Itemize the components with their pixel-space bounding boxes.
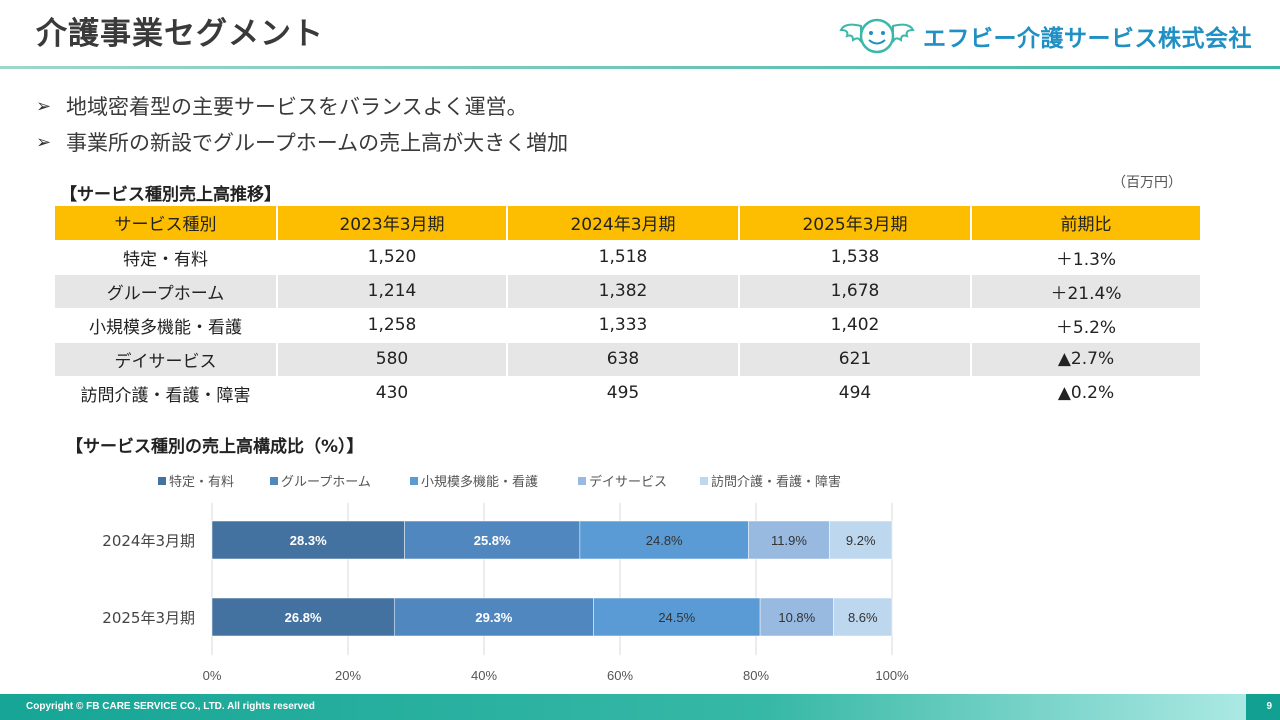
x-tick-label: 20% <box>335 668 361 683</box>
legend-swatch <box>578 477 586 485</box>
table-cell: 1,258 <box>276 307 507 342</box>
table-header-row: サービス種別 2023年3月期 2024年3月期 2025年3月期 前期比 <box>55 206 1200 240</box>
column-header: サービス種別 <box>55 206 277 240</box>
table-cell: 638 <box>506 341 739 376</box>
bullet-list: ➢ 地域密着型の主要サービスをバランスよく運営。 ➢ 事業所の新設でグループホー… <box>36 88 568 160</box>
x-tick-label: 100% <box>875 668 909 683</box>
header-divider <box>0 66 1280 69</box>
legend-label: 訪問介護・看護・障害 <box>711 474 841 490</box>
table-title: 【サービス種別売上高推移】 <box>60 185 281 205</box>
x-tick-label: 80% <box>743 668 769 683</box>
page-number-box <box>1246 694 1280 720</box>
legend-swatch <box>158 477 166 485</box>
unit-label: （百万円） <box>1112 175 1182 191</box>
table-row: 特定・有料 1,520 1,518 1,538 ＋1.3% <box>55 239 1200 274</box>
data-label: 28.3% <box>290 533 327 548</box>
table-row: 訪問介護・看護・障害 430 495 494 ▲0.2% <box>55 375 1200 410</box>
table-cell: 621 <box>738 341 971 376</box>
footer-bar: Copyright © FB CARE SERVICE CO., LTD. Al… <box>0 694 1280 720</box>
table-cell: 1,333 <box>506 307 739 342</box>
legend-label: デイサービス <box>589 474 667 490</box>
x-tick-label: 0% <box>203 668 222 683</box>
arrow-bullet-icon: ➢ <box>36 95 52 117</box>
stacked-bar-chart: 0% 20% 40% 60% 80% 100% 特定・有料 グループホーム 小規模多機能・看護 デ… <box>102 474 909 683</box>
data-label: 26.8% <box>285 610 322 625</box>
table-cell: 1,382 <box>506 273 739 308</box>
category-label: 2024年3月期 <box>102 532 195 550</box>
smiley-wings-icon <box>839 18 915 54</box>
data-label: 24.8% <box>646 533 683 548</box>
data-label: 29.3% <box>475 610 512 625</box>
arrow-bullet-icon: ➢ <box>36 131 52 153</box>
legend-swatch <box>700 477 708 485</box>
bar-segment <box>829 520 893 560</box>
table-cell: デイサービス <box>55 341 277 376</box>
category-label: 2025年3月期 <box>102 609 195 627</box>
bullet-text: 地域密着型の主要サービスをバランスよく運営。 <box>66 95 528 119</box>
data-label: 9.2% <box>846 533 876 548</box>
table-cell: 495 <box>506 375 739 410</box>
page-number: 9 <box>1266 701 1272 712</box>
page-title: 介護事業セグメント <box>36 16 324 52</box>
data-label: 24.5% <box>658 610 695 625</box>
table-cell: 1,402 <box>738 307 971 342</box>
chart-title: 【サービス種別の売上高構成比（%）】 <box>66 437 364 457</box>
column-header: 前期比 <box>970 206 1200 240</box>
table-cell: 430 <box>276 375 507 410</box>
table-row: デイサービス 580 638 621 ▲2.7% <box>55 341 1200 376</box>
bar-segment <box>593 597 761 637</box>
legend-label: 特定・有料 <box>169 475 234 490</box>
company-logo: エフビー介護サービス株式会社 <box>839 16 1252 56</box>
bar-segment <box>393 597 594 637</box>
table-cell: 訪問介護・看護・障害 <box>55 375 277 410</box>
table-cell: 1,538 <box>738 239 971 274</box>
bullet-item: ➢ 地域密着型の主要サービスをバランスよく運営。 <box>36 88 568 124</box>
x-tick-label: 60% <box>607 668 633 683</box>
table-row: 小規模多機能・看護 1,258 1,333 1,402 ＋5.2% <box>55 307 1200 342</box>
table-cell: 1,520 <box>276 239 507 274</box>
table-cell: ▲2.7% <box>970 341 1200 376</box>
logo-text: エフビー介護サービス株式会社 <box>923 26 1252 52</box>
data-label: 8.6% <box>848 610 878 625</box>
bar-segment <box>211 597 395 637</box>
bar-segment <box>579 520 749 560</box>
column-header: 2025年3月期 <box>738 206 971 240</box>
table-cell: ＋21.4% <box>970 273 1200 308</box>
bar-segment <box>748 520 830 560</box>
table-cell: 580 <box>276 341 507 376</box>
column-header: 2024年3月期 <box>506 206 739 240</box>
bar-segment <box>211 520 405 560</box>
table-cell: グループホーム <box>55 273 277 308</box>
data-label: 25.8% <box>474 533 511 548</box>
table-cell: 特定・有料 <box>55 239 277 274</box>
table-cell: ＋1.3% <box>970 239 1200 274</box>
bullet-text: 事業所の新設でグループホームの売上高が大きく増加 <box>66 131 569 155</box>
bullet-item: ➢ 事業所の新設でグループホームの売上高が大きく増加 <box>36 124 568 160</box>
column-header: 2023年3月期 <box>276 206 507 240</box>
table-cell: 1,518 <box>506 239 739 274</box>
table-cell: ▲0.2% <box>970 375 1200 410</box>
sales-table: サービス種別 2023年3月期 2024年3月期 2025年3月期 前期比 特定… <box>55 206 1200 410</box>
legend-label: 小規模多機能・看護 <box>421 474 538 490</box>
table-cell: 1,214 <box>276 273 507 308</box>
data-label: 10.8% <box>778 610 815 625</box>
legend-swatch <box>270 477 278 485</box>
copyright-text: Copyright © FB CARE SERVICE CO., LTD. Al… <box>26 701 315 712</box>
table-cell: 1,678 <box>738 273 971 308</box>
bar-segment <box>833 597 893 637</box>
data-label: 11.9% <box>771 533 807 548</box>
table-row: グループホーム 1,214 1,382 1,678 ＋21.4% <box>55 273 1200 308</box>
table-cell: ＋5.2% <box>970 307 1200 342</box>
table-cell: 494 <box>738 375 971 410</box>
bar-segment <box>759 597 834 637</box>
x-tick-label: 40% <box>471 668 497 683</box>
legend-label: グループホーム <box>281 475 371 490</box>
legend-swatch <box>410 477 418 485</box>
table-cell: 小規模多機能・看護 <box>55 307 277 342</box>
